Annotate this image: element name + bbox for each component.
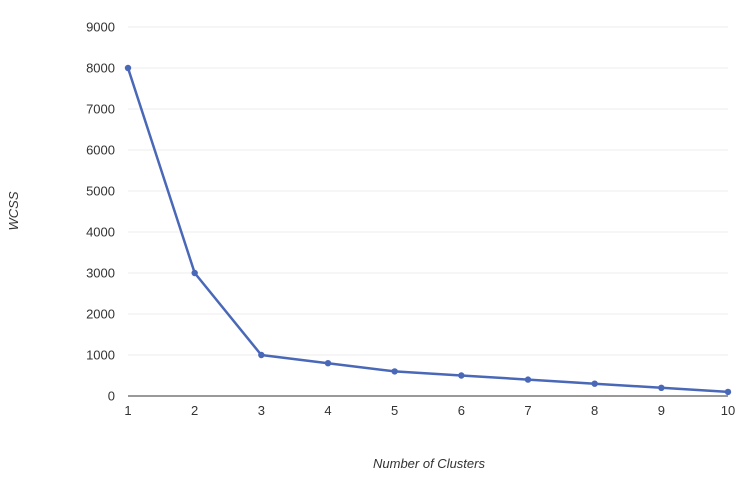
data-point	[124, 64, 132, 72]
x-tick-label: 1	[124, 403, 131, 418]
x-axis-ticks: 1 2 3 4 5 6 7 8 9 10	[124, 403, 735, 418]
x-tick-label: 4	[324, 403, 331, 418]
x-tick-label: 2	[191, 403, 198, 418]
y-tick-label: 6000	[86, 143, 115, 158]
x-tick-label: 10	[721, 403, 735, 418]
y-tick-label: 3000	[86, 266, 115, 281]
x-tick-label: 9	[658, 403, 665, 418]
y-axis-ticks: 0 1000 2000 3000 4000 5000 6000 7000 8000 9000	[86, 20, 115, 404]
x-tick-label: 8	[591, 403, 598, 418]
data-point	[524, 376, 532, 383]
data-points	[124, 64, 732, 396]
series-line	[126, 67, 729, 394]
x-tick-label: 7	[524, 403, 531, 418]
data-point	[191, 269, 198, 277]
y-tick-label: 9000	[86, 20, 115, 35]
data-point	[391, 368, 398, 375]
data-point	[591, 380, 598, 387]
x-tick-label: 5	[391, 403, 398, 418]
y-tick-label: 2000	[86, 307, 115, 322]
grid-lines	[128, 26, 728, 356]
data-point	[258, 351, 265, 359]
y-tick-label: 7000	[86, 102, 115, 117]
y-tick-label: 5000	[86, 184, 115, 199]
data-point	[324, 360, 332, 367]
y-tick-label: 0	[108, 389, 115, 404]
y-tick-label: 8000	[86, 61, 115, 76]
x-axis-title: Number of Clusters	[373, 456, 485, 471]
x-tick-label: 3	[258, 403, 265, 418]
y-tick-label: 4000	[86, 225, 115, 240]
y-axis-title: WCSS	[6, 191, 21, 230]
y-tick-label: 1000	[86, 348, 115, 363]
x-tick-label: 6	[458, 403, 465, 418]
data-point	[458, 372, 465, 379]
data-point	[724, 388, 732, 396]
data-point	[658, 384, 665, 391]
